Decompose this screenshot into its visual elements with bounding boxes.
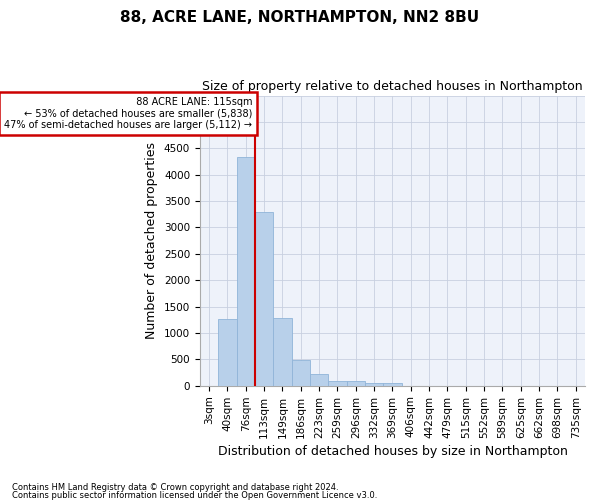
Bar	[218, 319, 236, 386]
Title: Size of property relative to detached houses in Northampton: Size of property relative to detached ho…	[202, 80, 583, 93]
Bar	[310, 374, 328, 386]
Bar	[255, 212, 273, 386]
Bar	[365, 382, 383, 386]
Bar	[273, 318, 292, 386]
Bar	[236, 158, 255, 386]
Bar	[383, 382, 401, 386]
X-axis label: Distribution of detached houses by size in Northampton: Distribution of detached houses by size …	[218, 444, 568, 458]
Bar	[292, 360, 310, 386]
Bar	[328, 381, 347, 386]
Bar	[347, 382, 365, 386]
Y-axis label: Number of detached properties: Number of detached properties	[145, 142, 158, 339]
Text: Contains HM Land Registry data © Crown copyright and database right 2024.: Contains HM Land Registry data © Crown c…	[12, 484, 338, 492]
Text: 88 ACRE LANE: 115sqm
← 53% of detached houses are smaller (5,838)
47% of semi-de: 88 ACRE LANE: 115sqm ← 53% of detached h…	[4, 96, 252, 130]
Text: Contains public sector information licensed under the Open Government Licence v3: Contains public sector information licen…	[12, 490, 377, 500]
Text: 88, ACRE LANE, NORTHAMPTON, NN2 8BU: 88, ACRE LANE, NORTHAMPTON, NN2 8BU	[121, 10, 479, 25]
